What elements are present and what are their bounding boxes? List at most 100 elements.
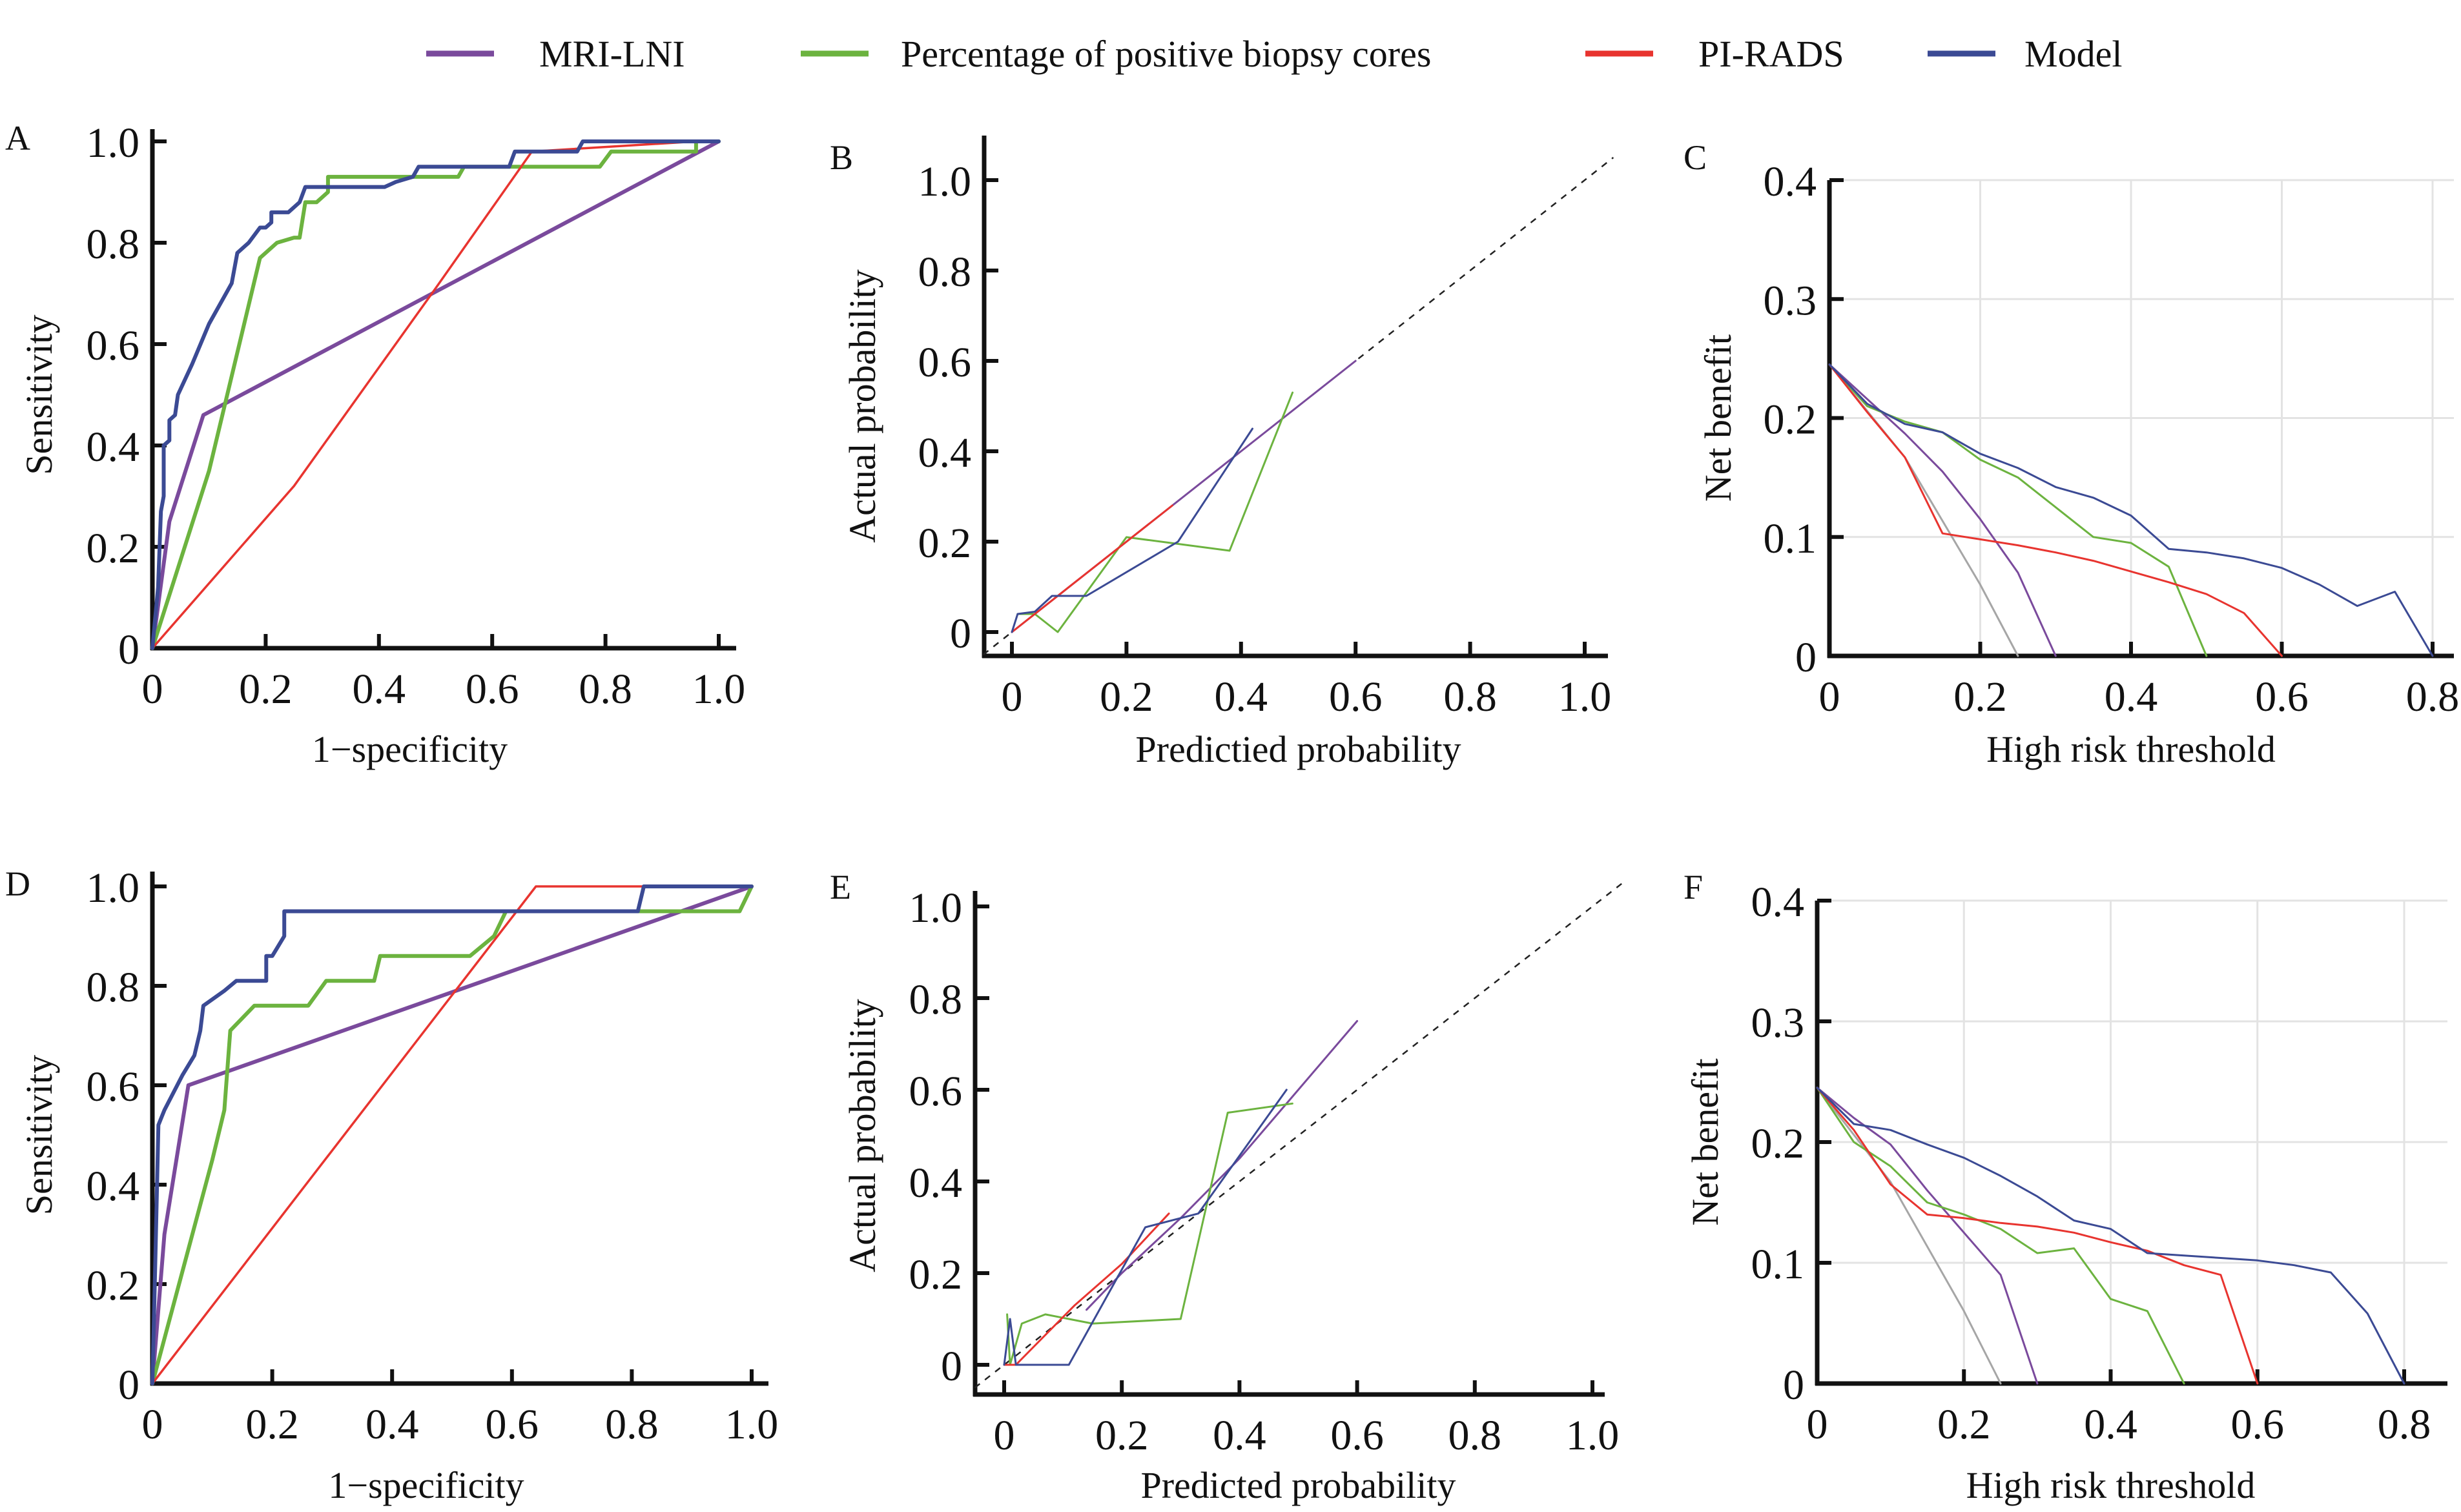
y-tick-label: 0.2	[909, 1251, 963, 1298]
y-tick-label: 0	[118, 626, 139, 673]
y-tick-label: 0.4	[918, 429, 972, 476]
x-tick-label: 0.8	[1448, 1412, 1502, 1459]
x-axis-title: 1−specificity	[328, 1464, 524, 1506]
y-tick-label: 0	[1795, 634, 1817, 681]
y-tick-label: 0.6	[87, 1063, 140, 1110]
panel-letter: A	[5, 119, 30, 158]
legend-item: PI-RADS	[1585, 33, 1844, 75]
y-tick-label: 0.8	[87, 221, 140, 268]
series-pi-rads	[1003, 1212, 1170, 1366]
y-axis-title: Actual probability	[841, 999, 883, 1272]
series-pi-rads	[1816, 1087, 2259, 1385]
x-axis-title: Predicted probability	[1140, 1464, 1456, 1506]
y-tick-label: 0	[941, 1343, 962, 1390]
series-mri-lni	[150, 139, 721, 650]
series-pi-rads	[1828, 363, 2283, 657]
x-tick-label: 0	[994, 1412, 1015, 1459]
y-axis-title: Actual probability	[841, 269, 883, 543]
x-tick-label: 0.2	[1095, 1412, 1149, 1459]
y-tick-label: 1.0	[918, 158, 972, 205]
x-tick-label: 0.6	[466, 666, 519, 713]
x-tick-label: 0.8	[2378, 1401, 2431, 1448]
panel-letter: B	[830, 138, 853, 177]
y-tick-label: 0.4	[909, 1160, 963, 1207]
x-axis-title: High risk threshold	[1966, 1464, 2256, 1506]
legend-item: Model	[1928, 33, 2122, 75]
x-tick-label: 0.2	[245, 1401, 299, 1448]
series-pi-rads	[151, 140, 720, 649]
y-tick-label: 0.2	[1764, 396, 1817, 444]
y-tick-label: 0.2	[87, 525, 140, 572]
x-tick-label: 0.2	[239, 666, 293, 713]
x-tick-label: 0.6	[1329, 673, 1383, 720]
legend-label: MRI-LNI	[539, 33, 685, 75]
x-tick-label: 0.4	[353, 666, 406, 713]
panel-c: C 0 0.2 0.4 0.6 0.8 0 0.1 0.2 0.3 0.4 High risk thr…	[1684, 138, 2459, 770]
series-percentage-of-positive-biopsy-cores	[1828, 363, 2208, 657]
x-tick-label: 0.8	[1443, 673, 1497, 720]
y-axis-title: Net benefit	[1684, 1058, 1726, 1225]
y-tick-label: 0.6	[918, 339, 972, 386]
panel-letter: D	[5, 864, 30, 903]
y-axis-title: Net benefit	[1697, 334, 1739, 502]
series-model	[1011, 427, 1253, 633]
y-axis-title: Sensitivity	[18, 314, 60, 475]
x-tick-label: 1.0	[1566, 1412, 1620, 1459]
panel-a: A 0 0.2 0.4 0.6 0.8 1.0 0 0.2 0.4 0.6 0.8 1.0 1−speci…	[5, 119, 745, 770]
x-tick-label: 0.4	[2105, 673, 2158, 720]
legend-label: Model	[2024, 33, 2122, 75]
series-mri-lni	[150, 884, 754, 1385]
y-tick-label: 0.8	[918, 249, 972, 296]
x-tick-label: 0.6	[1330, 1412, 1384, 1459]
panel-d: D 0 0.2 0.4 0.6 0.8 1.0 0 0.2 0.4 0.6 0.8 1.0 1−speci…	[5, 864, 778, 1506]
x-tick-label: 0.6	[2255, 673, 2309, 720]
x-tick-label: 0	[1807, 1401, 1828, 1448]
x-tick-label: 1.0	[725, 1401, 779, 1448]
series-percentage-of-positive-biopsy-cores	[150, 884, 754, 1385]
x-tick-label: 0.4	[1213, 1412, 1266, 1459]
legend-label: Percentage of positive biopsy cores	[901, 33, 1431, 75]
y-tick-label: 0	[118, 1362, 139, 1409]
series-percentage-of-positive-biopsy-cores	[1816, 1087, 2185, 1385]
y-tick-label: 0.4	[1751, 879, 1805, 926]
y-tick-label: 0.1	[1751, 1241, 1805, 1288]
x-tick-label: 1.0	[692, 666, 746, 713]
legend: MRI-LNI Percentage of positive biopsy cor…	[426, 33, 2122, 75]
panel-letter: E	[830, 868, 851, 906]
x-tick-label: 0.6	[2231, 1401, 2285, 1448]
x-tick-label: 0	[142, 1401, 163, 1448]
series-treat-all	[1816, 1087, 2002, 1385]
panel-f: F 0 0.2 0.4 0.6 0.8 0 0.1 0.2 0.3 0.4 High risk thr…	[1684, 868, 2447, 1506]
y-axis-title: Sensitivity	[18, 1055, 60, 1215]
x-tick-label: 0.8	[579, 666, 632, 713]
y-tick-label: 0.6	[87, 322, 140, 369]
series-model	[1828, 363, 2434, 657]
series-mri-lni	[1086, 1020, 1359, 1311]
series-pi-rads	[1011, 504, 1173, 633]
series-mri-lni	[1828, 363, 2057, 657]
x-tick-label: 1.0	[1558, 673, 1612, 720]
legend-item: Percentage of positive biopsy cores	[801, 33, 1431, 75]
y-tick-label: 0.8	[87, 964, 140, 1011]
x-tick-label: 0.2	[1937, 1401, 1991, 1448]
x-tick-label: 0.4	[2084, 1401, 2137, 1448]
y-tick-label: 0.1	[1764, 515, 1817, 562]
y-tick-label: 0.6	[909, 1068, 963, 1115]
y-tick-label: 0.8	[909, 976, 963, 1023]
x-tick-label: 0.4	[1215, 673, 1268, 720]
series-pi-rads	[151, 885, 753, 1385]
panel-letter: C	[1684, 138, 1707, 177]
y-tick-label: 0.4	[87, 1163, 140, 1210]
series-percentage-of-positive-biopsy-cores	[1016, 391, 1294, 633]
panels: A 0 0.2 0.4 0.6 0.8 1.0 0 0.2 0.4 0.6 0.8 1.0 1−speci…	[5, 119, 2459, 1506]
series-percentage-of-positive-biopsy-cores	[1006, 1102, 1293, 1366]
y-tick-label: 0.3	[1764, 277, 1817, 324]
y-tick-label: 1.0	[909, 884, 963, 932]
series-model	[150, 884, 754, 1385]
series-percentage-of-positive-biopsy-cores	[150, 139, 721, 650]
panel-e: E 0 0.2 0.4 0.6 0.8 1.0 0 0.2 0.4 0.6 0.8 1.0 Predict…	[830, 868, 1623, 1506]
legend-item: MRI-LNI	[426, 33, 685, 75]
y-tick-label: 0.3	[1751, 999, 1805, 1047]
x-tick-label: 0	[1819, 673, 1840, 720]
series-model	[1003, 1088, 1288, 1366]
